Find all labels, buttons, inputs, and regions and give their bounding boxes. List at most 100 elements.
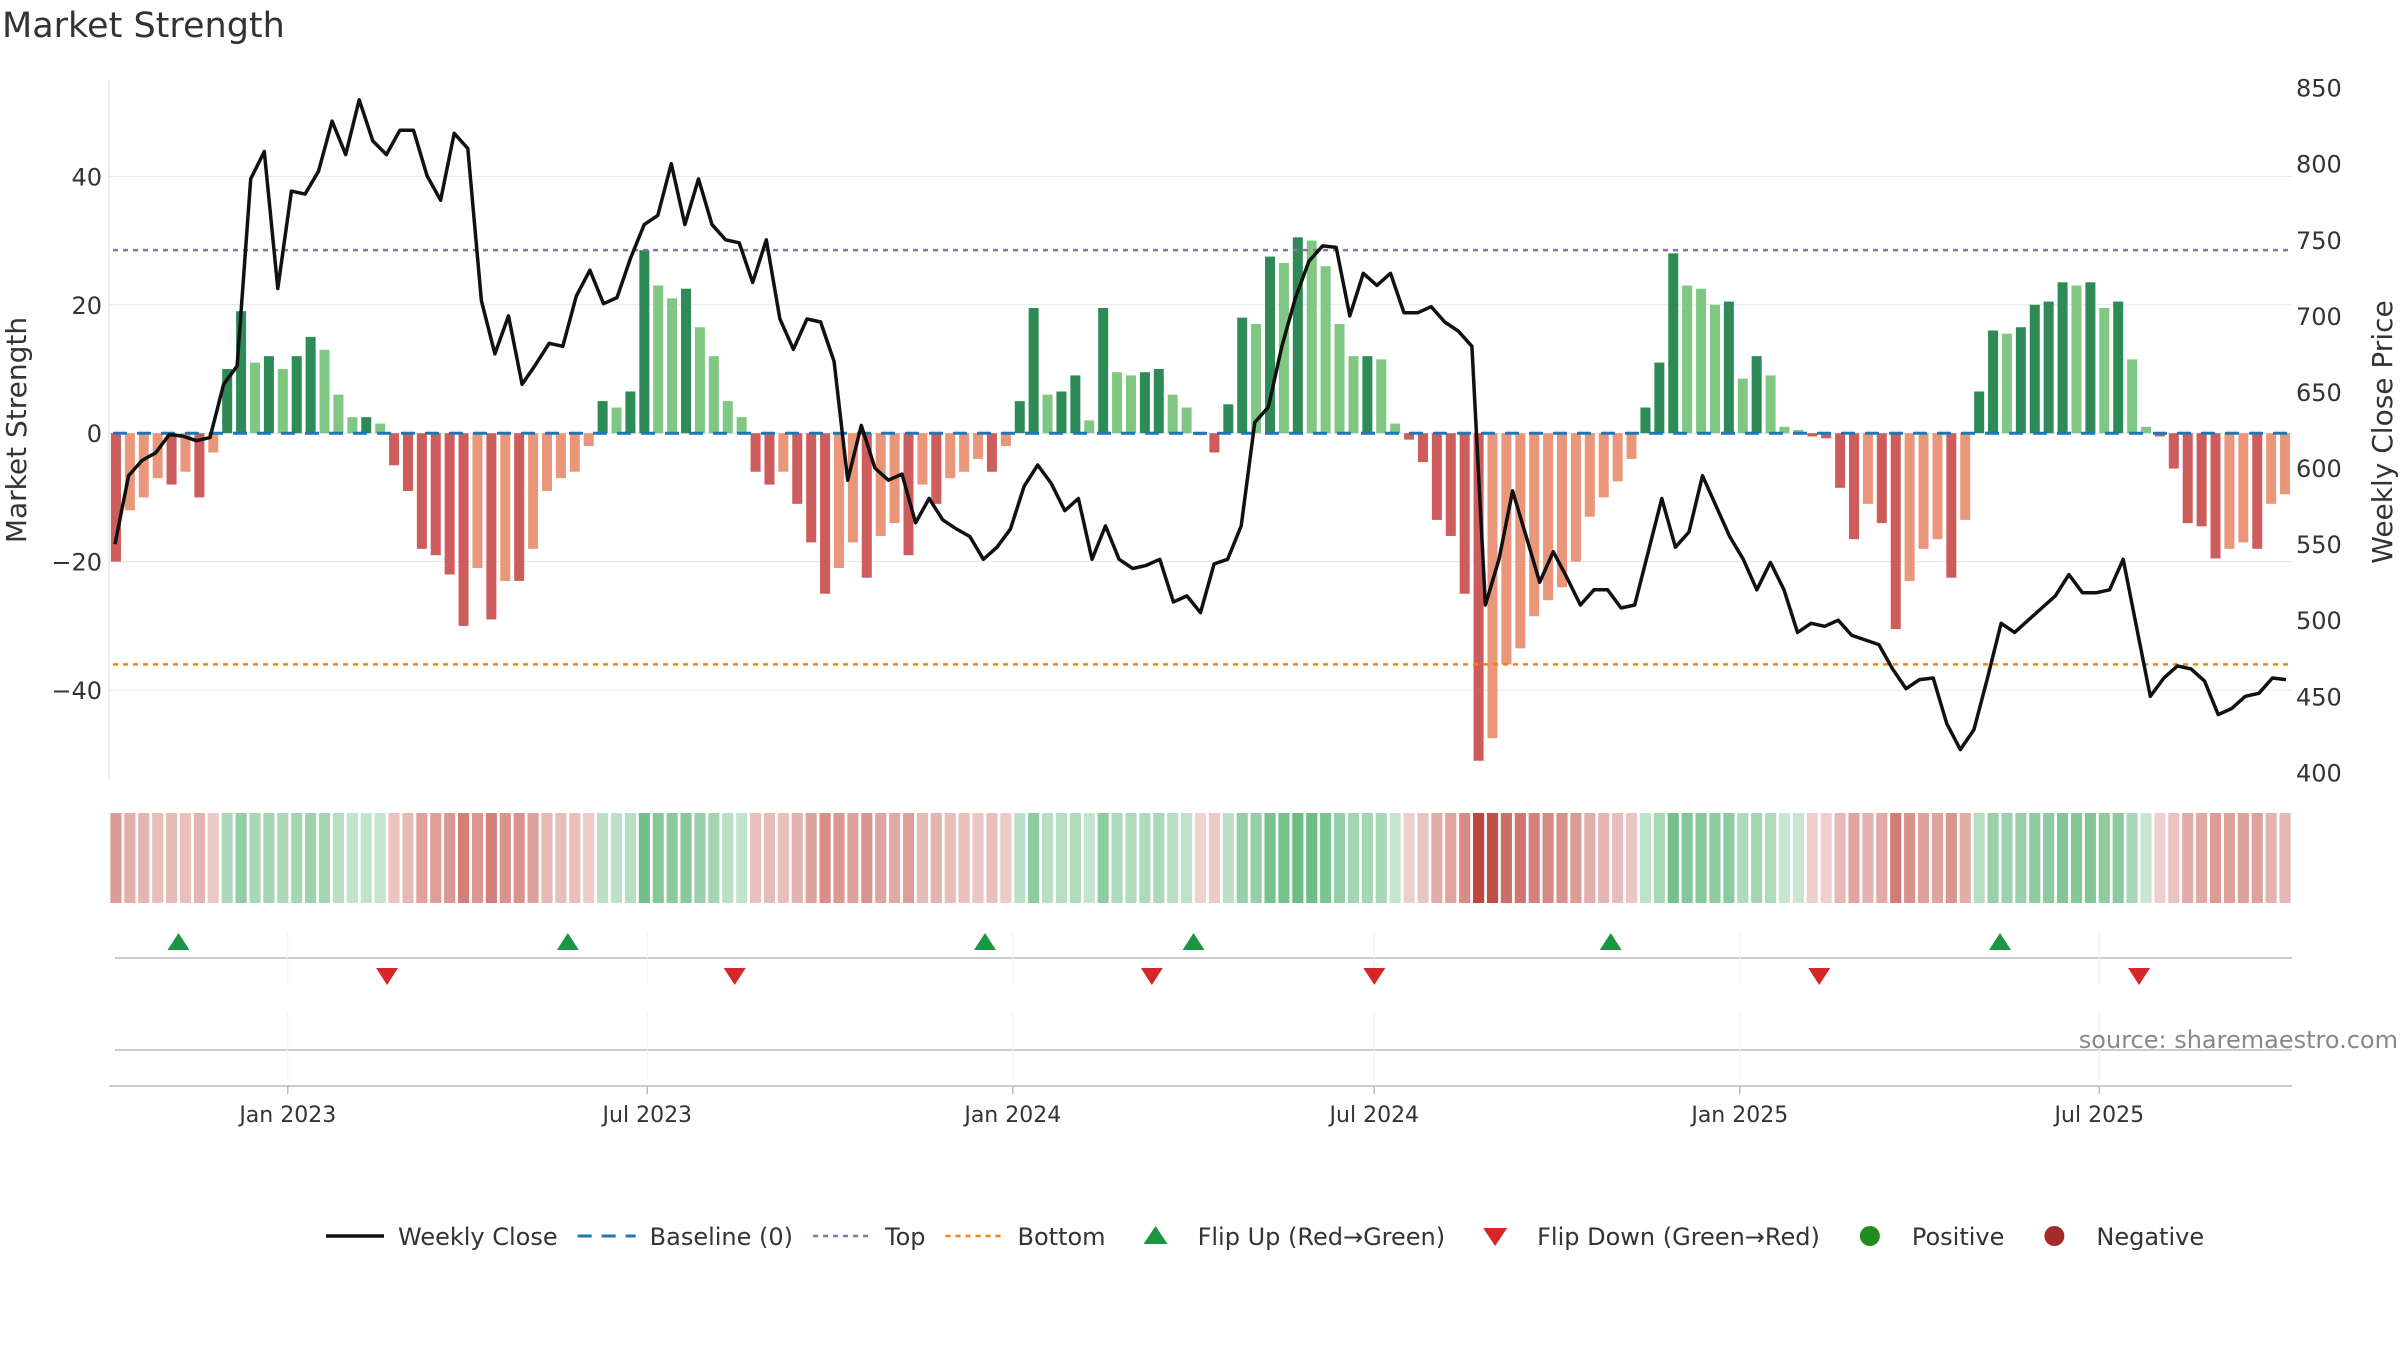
strength-bar xyxy=(1445,433,1456,536)
strength-bar xyxy=(110,433,121,562)
heat-strip-cell xyxy=(2112,813,2124,903)
strength-bar xyxy=(1181,407,1192,434)
strength-bar xyxy=(1028,307,1039,434)
strength-bar xyxy=(1417,433,1428,463)
y2-tick-label: 500 xyxy=(2296,607,2342,635)
heat-strip-cell xyxy=(166,813,178,903)
strength-bar xyxy=(528,433,539,549)
heat-strip-cell xyxy=(138,813,150,903)
heat-strip-cell xyxy=(1028,813,1040,903)
heat-strip-cell xyxy=(1904,813,1916,903)
strength-bar xyxy=(1974,391,1985,434)
strength-bar xyxy=(541,433,552,492)
heat-strip-cell xyxy=(1653,813,1665,903)
heat-strip-cell xyxy=(1792,813,1804,903)
strength-bar xyxy=(1598,433,1609,498)
strength-bar xyxy=(2168,433,2179,469)
heat-strip-cell xyxy=(2168,813,2180,903)
strength-bar xyxy=(1251,324,1262,434)
y2-tick-label: 600 xyxy=(2296,455,2342,483)
y2-tick-label: 450 xyxy=(2296,683,2342,711)
strength-bar xyxy=(1876,433,1887,524)
heat-strip-cell xyxy=(1111,813,1123,903)
heat-strip-cell xyxy=(986,813,998,903)
heat-strip-cell xyxy=(777,813,789,903)
strength-bar xyxy=(402,433,413,492)
heat-strip-cell xyxy=(1834,813,1846,903)
heat-strip-cell xyxy=(1890,813,1902,903)
legend-label: Positive xyxy=(1912,1223,2005,1251)
heat-strip-cell xyxy=(1153,813,1165,903)
heat-strip-cell xyxy=(1139,813,1151,903)
heat-strip-cell xyxy=(1765,813,1777,903)
heat-strip-cell xyxy=(2029,813,2041,903)
strength-bar xyxy=(1292,237,1303,434)
heat-strip-cell xyxy=(2098,813,2110,903)
strength-bar xyxy=(2140,426,2152,434)
strength-bar xyxy=(1668,253,1679,434)
strength-bar xyxy=(500,433,511,581)
y-tick-label: 20 xyxy=(71,292,102,320)
heat-strip-cell xyxy=(1055,813,1068,903)
heat-strip-cell xyxy=(555,813,567,903)
heat-strip-cell xyxy=(597,813,609,903)
strength-bar xyxy=(1014,401,1025,434)
y2-tick-label: 650 xyxy=(2296,379,2342,407)
strength-bar xyxy=(347,417,358,434)
heat-strip-cell xyxy=(291,813,303,903)
flip-up-marker xyxy=(556,933,579,950)
y-axis-label: Market Strength xyxy=(0,317,33,543)
strength-bar xyxy=(1849,433,1860,540)
heat-strip-cell xyxy=(221,813,233,903)
strength-bar xyxy=(389,433,400,466)
heat-strip-cell xyxy=(1473,813,1485,903)
strength-bar xyxy=(833,433,844,569)
heat-strip-cell xyxy=(360,813,372,903)
heat-strip-cell xyxy=(680,813,692,903)
heat-strip-cell xyxy=(1709,813,1721,903)
heat-strip-cell xyxy=(1737,813,1749,903)
heat-strip-cell xyxy=(235,813,247,903)
heat-strip-cell xyxy=(916,813,928,903)
strength-bar xyxy=(1278,263,1289,434)
legend-item: Flip Down (Green→Red) xyxy=(1483,1223,1820,1251)
strength-bar xyxy=(945,433,956,479)
heat-strip-cell xyxy=(499,813,511,903)
legend-positive-swatch xyxy=(1859,1226,1880,1246)
heat-strip-cell xyxy=(2126,813,2138,903)
y-tick-label: 40 xyxy=(71,163,102,191)
legend-label: Baseline (0) xyxy=(650,1223,793,1251)
heat-strip-cell xyxy=(1667,813,1679,903)
strength-bar xyxy=(1709,304,1720,434)
strength-bar xyxy=(1098,307,1109,434)
heat-strip-cell xyxy=(1806,813,1818,903)
heat-strip-cell xyxy=(1570,813,1582,903)
heat-strip-cell xyxy=(1000,813,1012,903)
strength-bar xyxy=(1334,324,1345,434)
heat-strip-cell xyxy=(805,813,817,903)
heat-strip-cell xyxy=(1014,813,1026,903)
strength-bar xyxy=(1125,375,1136,434)
heat-strip-cell xyxy=(1181,813,1193,903)
strength-bar xyxy=(1265,256,1276,434)
strength-bar xyxy=(152,433,163,479)
legend-label: Flip Up (Red→Green) xyxy=(1198,1223,1446,1251)
heat-strip-cell xyxy=(1695,813,1707,903)
legend-label: Bottom xyxy=(1018,1223,1106,1251)
strength-bar xyxy=(583,433,594,447)
heat-strip-cell xyxy=(1556,813,1568,903)
strength-bar xyxy=(375,423,386,434)
flip-up-marker xyxy=(1599,933,1622,950)
flip-up-marker xyxy=(973,933,996,950)
y2-tick-label: 700 xyxy=(2296,303,2342,331)
heat-strip-cell xyxy=(875,813,887,903)
heat-strip-cell xyxy=(1612,813,1624,903)
strength-bar xyxy=(1431,433,1442,520)
strength-bar xyxy=(1640,407,1651,434)
strength-bar xyxy=(1807,433,1818,437)
heat-strip-cell xyxy=(1292,813,1304,903)
heat-strip-cell xyxy=(2265,813,2277,903)
heat-strip-cell xyxy=(1431,813,1443,903)
strength-bar xyxy=(180,433,191,472)
